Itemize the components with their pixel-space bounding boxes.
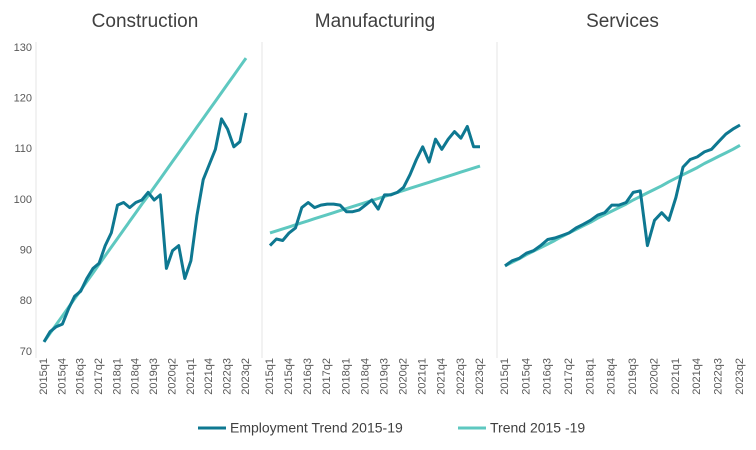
panel-title: Manufacturing: [315, 11, 435, 32]
x-tick-label: 2015q4: [283, 358, 295, 395]
y-tick-label: 80: [20, 295, 32, 307]
series-line: [504, 123, 741, 268]
x-tick-label: 2018q4: [130, 358, 142, 395]
x-tick-label: 2016q3: [542, 358, 554, 395]
x-tick-label: 2022q3: [713, 358, 725, 395]
x-tick-label: 2018q1: [584, 358, 596, 395]
x-tick-label: 2017q2: [93, 358, 105, 395]
x-tick-label: 2015q4: [520, 358, 532, 395]
legend: Employment Trend 2015-19 Trend 2015 -19: [198, 420, 585, 436]
x-tick-label: 2019q3: [627, 358, 639, 395]
x-tick-label: 2022q3: [455, 358, 467, 395]
y-tick-label: 100: [14, 194, 32, 206]
y-tick-label: 90: [20, 245, 32, 257]
x-tick-label: 2018q1: [340, 358, 352, 395]
x-tick-label: 2022q3: [222, 358, 234, 395]
x-tick-label: 2023q2: [474, 358, 486, 395]
x-tick-label: 2020q2: [398, 358, 410, 395]
x-tick-label: 2015q1: [264, 358, 276, 395]
x-tick-label: 2019q3: [148, 358, 160, 395]
series-line: [269, 164, 481, 235]
x-tick-label: 2015q1: [499, 358, 511, 395]
x-tick-label: 2015q1: [38, 358, 50, 395]
x-tick-label: 2021q4: [203, 358, 215, 395]
x-tick-label: 2016q3: [75, 358, 87, 395]
x-tick-label: 2021q4: [436, 358, 448, 395]
x-tick-label: 2018q4: [606, 358, 618, 395]
series-line: [268, 125, 480, 247]
x-tick-label: 2016q3: [302, 358, 314, 395]
panel-title: Services: [586, 11, 659, 32]
x-tick-label: 2015q4: [56, 358, 68, 395]
y-tick-label: 110: [14, 143, 32, 155]
y-tick-label: 70: [20, 346, 32, 358]
x-tick-label: 2023q2: [734, 358, 746, 395]
x-tick-label: 2021q1: [417, 358, 429, 395]
x-tick-label: 2023q2: [240, 358, 252, 395]
x-tick-label: 2019q3: [378, 358, 390, 395]
x-tick-label: 2017q2: [321, 358, 333, 395]
series-line: [504, 143, 741, 268]
x-tick-label: 2018q4: [359, 358, 371, 395]
x-tick-label: 2021q4: [691, 358, 703, 395]
legend-label: Employment Trend 2015-19: [230, 420, 403, 436]
x-tick-label: 2017q2: [563, 358, 575, 395]
y-tick-label: 120: [14, 93, 32, 105]
series-line: [42, 112, 248, 343]
legend-label: Trend 2015 -19: [490, 420, 585, 436]
x-tick-label: 2018q1: [111, 358, 123, 395]
x-tick-label: 2020q2: [648, 358, 660, 395]
x-tick-label: 2020q2: [166, 358, 178, 395]
panel-title: Construction: [92, 11, 199, 32]
y-tick-label: 130: [14, 42, 32, 54]
x-tick-label: 2021q1: [670, 358, 682, 395]
x-tick-label: 2021q1: [185, 358, 197, 395]
